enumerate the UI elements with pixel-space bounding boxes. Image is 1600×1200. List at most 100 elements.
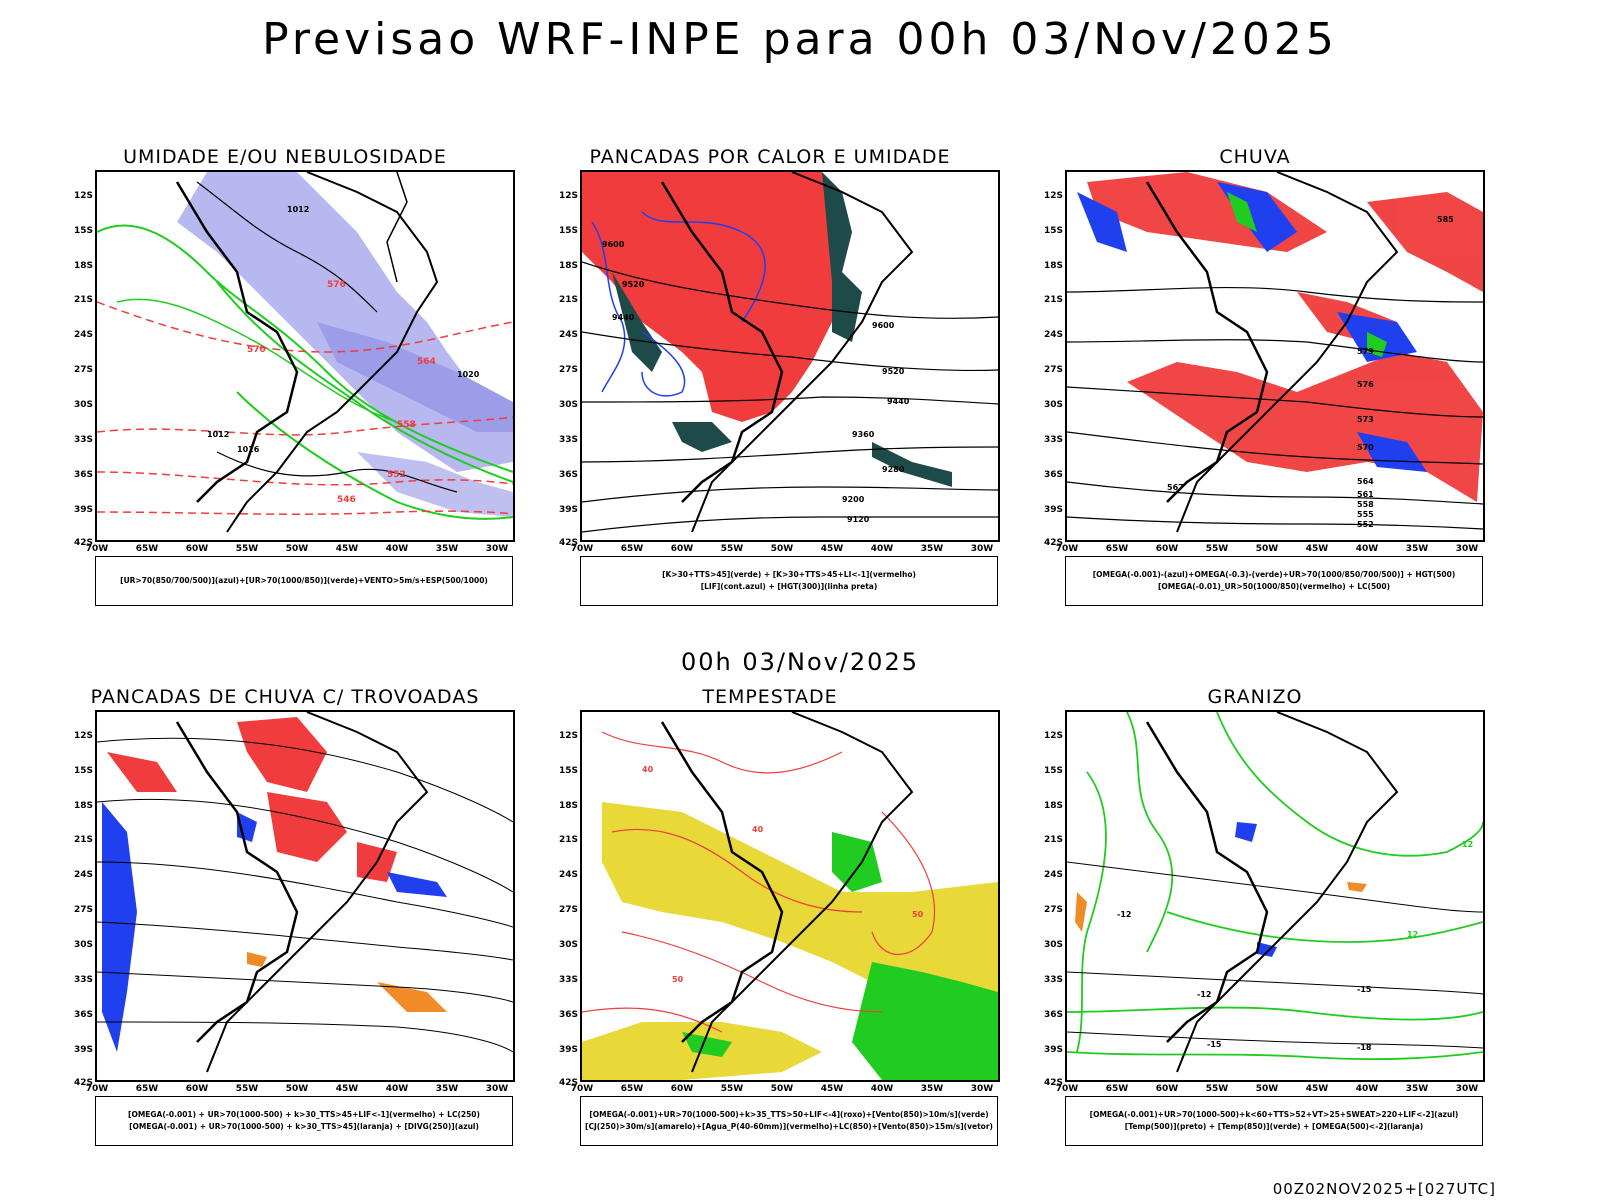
contour-label: 1012 <box>207 430 229 439</box>
lon-tick: 70W <box>85 544 109 554</box>
contour-label: 9120 <box>847 515 870 524</box>
instability-teal-area <box>872 442 952 487</box>
lon-tick: 40W <box>1355 544 1379 554</box>
lat-tick: 18S <box>558 801 578 811</box>
thickness-line <box>97 471 513 486</box>
hgt-line <box>1067 431 1483 465</box>
country-border <box>660 721 784 1043</box>
panel-title: UMIDADE E/OU NEBULOSIDADE <box>123 146 447 168</box>
contour-label: 9520 <box>882 367 905 376</box>
lon-tick: 65W <box>1105 1084 1129 1094</box>
lat-tick: 30S <box>558 940 578 950</box>
contour-label: 558 <box>1357 500 1374 509</box>
legend-trovoadas: [OMEGA(-0.001) + UR>70(1000-500) + k>30_… <box>95 1096 513 1146</box>
lon-tick: 70W <box>570 1084 594 1094</box>
hgt-line <box>582 261 998 319</box>
contour-label: 1016 <box>237 445 260 454</box>
map-pancadas-calor: 9600 9520 9440 9360 9280 9200 9120 9600 … <box>580 170 1000 542</box>
lat-tick: 18S <box>1043 801 1063 811</box>
panel-title: GRANIZO <box>1207 686 1303 708</box>
contour-label: 40 <box>752 825 764 834</box>
lat-tick: 27S <box>1043 905 1063 915</box>
lon-tick: 65W <box>135 544 159 554</box>
lat-tick: 42S <box>1043 1078 1063 1088</box>
lon-tick: 35W <box>920 544 944 554</box>
hgt-line <box>582 396 998 405</box>
lon-tick: 55W <box>235 1084 259 1094</box>
lat-tick: 36S <box>1043 470 1063 480</box>
lat-tick: 21S <box>558 295 578 305</box>
lon-tick: 50W <box>770 1084 794 1094</box>
legend-line: [OMEGA(-0.001)-(azul)+OMEGA(-0.3)-(verde… <box>1092 570 1456 579</box>
lon-tick: 55W <box>1205 544 1229 554</box>
contour-label: 576 <box>1357 380 1374 389</box>
lif-contour <box>591 221 626 393</box>
humidity-green-line <box>236 391 513 520</box>
hgt-line <box>1067 339 1483 363</box>
lon-tick: 35W <box>920 1084 944 1094</box>
lif-contour <box>641 331 686 397</box>
lat-tick: 36S <box>73 470 93 480</box>
contour-label: 570 <box>1357 443 1374 452</box>
humidity-blue-area <box>177 172 513 472</box>
lon-tick: 70W <box>1055 1084 1079 1094</box>
contour-label: 570 <box>247 345 266 355</box>
contour-label: 552 <box>1357 520 1374 529</box>
country-border <box>1145 181 1269 503</box>
lat-tick: 18S <box>73 801 93 811</box>
lat-tick: 33S <box>558 975 578 985</box>
lat-tick: 39S <box>1043 505 1063 515</box>
map-pancadas-calor-canvas: 9600 9520 9440 9360 9280 9200 9120 9600 … <box>582 172 998 533</box>
lon-tick: 60W <box>185 544 209 554</box>
pressure-line <box>196 181 378 313</box>
coastline <box>691 712 914 1073</box>
panel-umidade: UMIDADE E/OU NEBULOSIDADE 576 570 564 55… <box>65 146 515 616</box>
lon-tick: 30W <box>485 544 509 554</box>
streamline <box>97 971 513 1003</box>
lc850-line <box>621 931 883 1013</box>
lon-tick: 40W <box>870 1084 894 1094</box>
lat-tick: 15S <box>558 766 578 776</box>
lon-tick: 60W <box>670 544 694 554</box>
lon-tick: 30W <box>970 544 994 554</box>
contour-label: 9440 <box>887 397 910 406</box>
temp500-line <box>1067 861 1483 913</box>
lon-tick: 70W <box>570 544 594 554</box>
lat-tick: 24S <box>1043 330 1063 340</box>
lat-tick: 24S <box>73 870 93 880</box>
country-border <box>175 721 299 1043</box>
lat-tick: 24S <box>558 330 578 340</box>
contour-label: 9600 <box>602 240 625 249</box>
contour-label: 552 <box>387 470 406 480</box>
contour-label: -12 <box>1117 910 1131 919</box>
streamline <box>97 921 513 961</box>
contour-label: 1020 <box>457 370 480 379</box>
lat-tick: 12S <box>1043 731 1063 741</box>
pressure-line <box>216 451 458 493</box>
legend-line: [LIF](cont.azul) + [HGT(300)](linha pret… <box>700 582 878 591</box>
hgt-line <box>1067 386 1483 418</box>
lat-tick: 24S <box>1043 870 1063 880</box>
lon-tick: 70W <box>1055 544 1079 554</box>
lon-tick: 65W <box>620 1084 644 1094</box>
contour-label: 9200 <box>842 495 865 504</box>
legend-line: [CJ(250)>30m/s](amarelo)+[Agua_P(40-60mm… <box>585 1122 993 1131</box>
state-border <box>386 172 408 283</box>
panel-tempestade: TEMPESTADE 40 50 40 50 12S 15S 18S <box>550 686 1000 1156</box>
lat-tick: 33S <box>73 435 93 445</box>
lat-tick: 39S <box>1043 1045 1063 1055</box>
lat-tick: 21S <box>73 295 93 305</box>
lon-tick: 50W <box>285 1084 309 1094</box>
streamline <box>97 1021 513 1053</box>
hgt-line <box>582 446 998 463</box>
lon-tick: 30W <box>1455 544 1479 554</box>
lon-tick: 40W <box>1355 1084 1379 1094</box>
hgt-line <box>582 516 998 533</box>
coastline <box>206 712 429 1073</box>
legend-umidade: [UR>70(850/700/500)](azul)+[UR>70(1000/8… <box>95 556 513 606</box>
lon-tick: 30W <box>1455 1084 1479 1094</box>
lon-tick: 60W <box>670 1084 694 1094</box>
legend-granizo: [OMEGA(-0.001)+UR>70(1000-500)+k<60+TTS>… <box>1065 1096 1483 1146</box>
humidity-blue-south <box>357 452 513 517</box>
contour-label: 12 <box>1462 840 1473 849</box>
